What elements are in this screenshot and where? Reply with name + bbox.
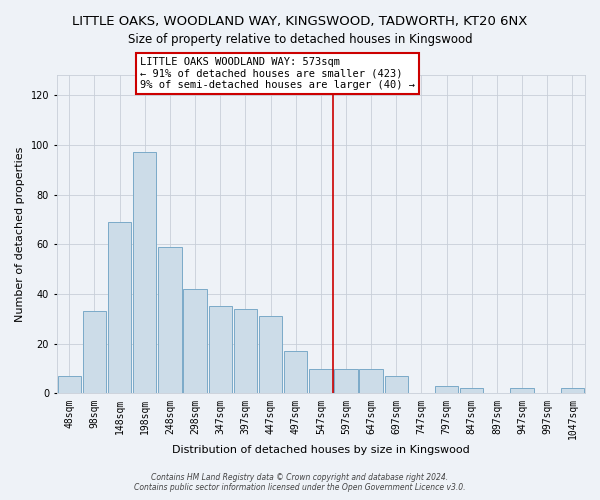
Bar [359,368,383,394]
Bar [108,222,131,394]
Text: Contains HM Land Registry data © Crown copyright and database right 2024.
Contai: Contains HM Land Registry data © Crown c… [134,473,466,492]
Bar [284,351,307,394]
Bar [158,246,182,394]
X-axis label: Distribution of detached houses by size in Kingswood: Distribution of detached houses by size … [172,445,470,455]
Bar [511,388,534,394]
Bar [334,368,358,394]
Bar [184,289,207,394]
Text: Size of property relative to detached houses in Kingswood: Size of property relative to detached ho… [128,32,472,46]
Bar [259,316,282,394]
Bar [209,306,232,394]
Bar [83,312,106,394]
Text: LITTLE OAKS WOODLAND WAY: 573sqm
← 91% of detached houses are smaller (423)
9% o: LITTLE OAKS WOODLAND WAY: 573sqm ← 91% o… [140,57,415,90]
Y-axis label: Number of detached properties: Number of detached properties [15,146,25,322]
Bar [460,388,484,394]
Bar [435,386,458,394]
Bar [133,152,157,394]
Bar [385,376,408,394]
Bar [309,368,332,394]
Bar [233,309,257,394]
Bar [58,376,81,394]
Bar [561,388,584,394]
Text: LITTLE OAKS, WOODLAND WAY, KINGSWOOD, TADWORTH, KT20 6NX: LITTLE OAKS, WOODLAND WAY, KINGSWOOD, TA… [73,15,527,28]
